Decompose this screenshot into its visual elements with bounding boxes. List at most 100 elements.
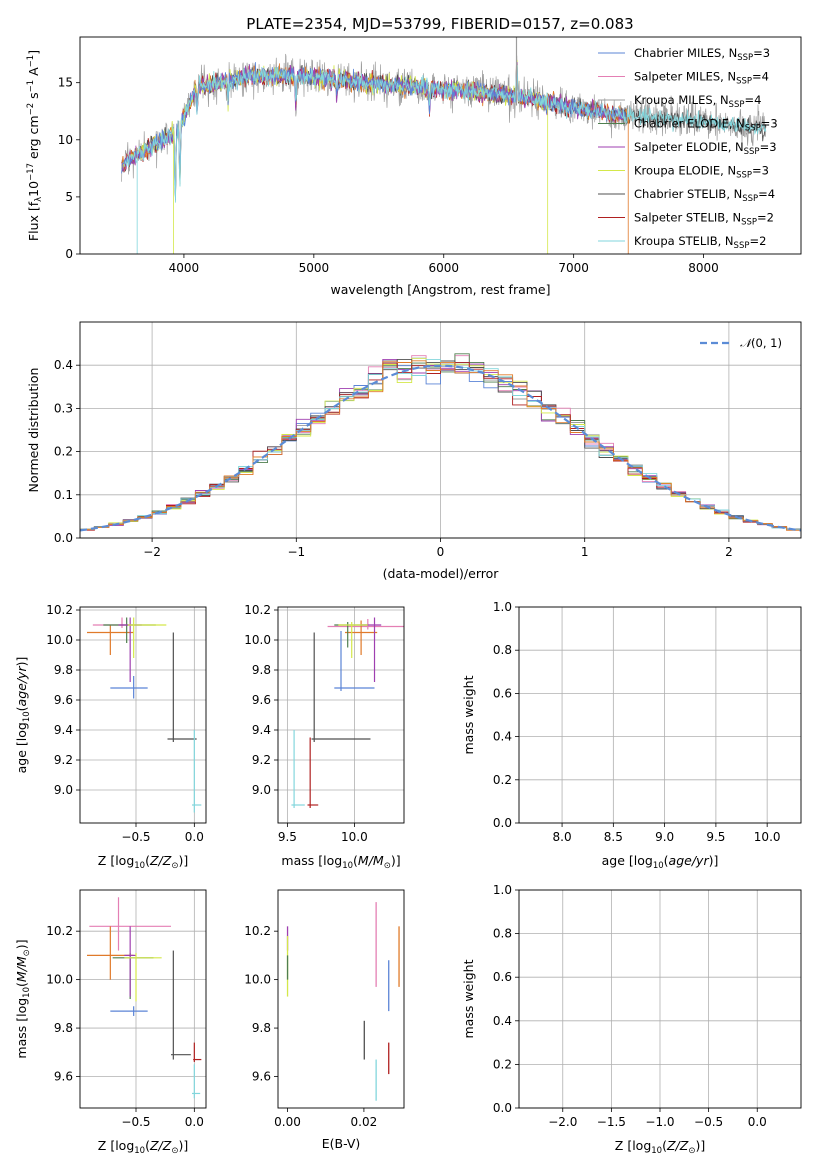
mass-vs-metallicity-panel: −0.5 0.0 9.6 9.8 10.0 10.2 Z [log10(Z/Z⊙)] mass… — [14, 889, 207, 1156]
y-tick-label: 9.0 — [252, 783, 271, 797]
axes-frame — [79, 606, 207, 824]
y-tick-label: 10 — [58, 133, 73, 147]
error-bars — [286, 902, 400, 1101]
y-tick-label: 15 — [58, 76, 73, 90]
y-tick-label: 0.0 — [493, 1101, 512, 1115]
series-line — [646, 657, 744, 780]
x-tick-label: 4000 — [169, 261, 200, 275]
x-tick-label: 1 — [581, 545, 589, 559]
normal-curve — [80, 364, 801, 532]
y-tick-label: 9.4 — [252, 723, 271, 737]
axes-frame — [518, 606, 802, 824]
x-axis-label: wavelength [Angstrom, rest frame] — [330, 282, 550, 297]
histograms — [80, 353, 801, 533]
y-tick-label: 0.2 — [493, 1057, 512, 1071]
y-tick-label: 0.0 — [54, 531, 73, 545]
axes-frame — [518, 889, 802, 1109]
x-axis-label: mass [log10(M/M⊙)] — [281, 853, 400, 871]
x-tick-label: 9.5 — [278, 830, 297, 844]
model-spectrum — [123, 63, 767, 203]
age-vs-mass-panel: 9.5 10.0 9.0 9.2 9.4 9.6 9.8 10.0 10.2 mass [log1… — [244, 603, 405, 871]
error-bars — [291, 617, 404, 808]
y-tick-label: 0.8 — [493, 927, 512, 941]
legend-entry: Kroupa ELODIE, NSSP=3 — [634, 164, 769, 181]
y-tick-label: 9.6 — [252, 1070, 271, 1084]
mass-weight-vs-metallicity-panel: −2.0 −1.5 −1.0 −0.5 0.0 0.0 0.2 0.4 0.6 0.8 1.0 Z [… — [461, 883, 802, 1156]
legend-entry: Salpeter STELIB, NSSP=2 — [634, 211, 774, 228]
legend-entry: 𝒩(0, 1) — [740, 336, 782, 350]
y-tick-label: 10.2 — [46, 603, 73, 617]
legend-entry: Salpeter ELODIE, NSSP=3 — [634, 140, 777, 157]
x-tick-label: 0 — [437, 545, 445, 559]
y-tick-label: 0.0 — [493, 816, 512, 830]
y-tick-label: 1.0 — [493, 883, 512, 897]
mass-weight-vs-age-panel: 8.0 8.5 9.0 9.5 10.0 0.0 0.2 0.4 0.6 0.8 1.0 age [l… — [461, 600, 802, 871]
spectrum-lines — [121, 37, 767, 254]
error-bars — [87, 897, 202, 1099]
y-tick-label: 0.2 — [54, 445, 73, 459]
y-axis-label: age [log10(age/yr)] — [14, 657, 32, 774]
x-tick-label: −1 — [287, 545, 305, 559]
y-tick-label: 9.8 — [252, 1021, 271, 1035]
x-tick-label: 9.5 — [706, 830, 725, 844]
axes-frame — [79, 36, 802, 255]
x-tick-label: 2 — [725, 545, 733, 559]
y-tick-label: 0.3 — [54, 401, 73, 415]
model-spectrum — [121, 62, 626, 201]
x-tick-label: 8000 — [688, 261, 719, 275]
y-tick-label: 10.2 — [244, 603, 271, 617]
spectrum-panel: 4000 5000 6000 7000 8000 0 5 10 15 Chabrier MILES… — [26, 36, 802, 297]
legend-entry: Chabrier STELIB, NSSP=4 — [634, 187, 775, 204]
series-line — [626, 702, 786, 810]
x-tick-label: 10.0 — [341, 830, 368, 844]
legend-entry: Kroupa STELIB, NSSP=2 — [634, 234, 766, 251]
residual-histogram-panel: −2 −1 0 1 2 0.0 0.1 0.2 0.3 0.4 𝒩(0, 1) (data-model… — [26, 321, 802, 581]
x-tick-label: 8.0 — [553, 830, 572, 844]
y-tick-label: 1.0 — [493, 600, 512, 614]
x-tick-label: 0.0 — [748, 1115, 767, 1129]
legend-entry: Kroupa MILES, NSSP=4 — [634, 93, 761, 110]
series-line — [642, 639, 786, 784]
x-axis-label: (data-model)/error — [383, 566, 500, 581]
x-tick-label: −2.0 — [548, 1115, 577, 1129]
y-tick-label: 0.6 — [493, 686, 512, 700]
y-tick-label: 10.2 — [46, 924, 73, 938]
series-line — [634, 685, 664, 745]
x-tick-label: 0.0 — [185, 1115, 204, 1129]
y-tick-label: 10.0 — [244, 633, 271, 647]
y-axis-label: Normed distribution — [26, 368, 41, 493]
x-tick-label: −0.5 — [121, 1115, 150, 1129]
y-tick-label: 9.6 — [54, 1070, 73, 1084]
y-axis-label: mass weight — [461, 959, 476, 1038]
y-tick-label: 0.4 — [54, 358, 73, 372]
x-tick-label: −0.5 — [694, 1115, 723, 1129]
y-tick-label: 9.2 — [252, 753, 271, 767]
legend-entry: Chabrier MILES, NSSP=3 — [634, 46, 770, 63]
y-tick-label: 10.0 — [46, 633, 73, 647]
x-axis-label: age [log10(age/yr)] — [602, 853, 719, 871]
x-tick-label: 7000 — [558, 261, 589, 275]
y-axis-label: mass weight — [461, 675, 476, 754]
y-tick-label: 0.4 — [493, 730, 512, 744]
x-tick-label: 9.0 — [655, 830, 674, 844]
x-tick-label: 0.02 — [351, 1115, 378, 1129]
y-tick-label: 10.0 — [244, 973, 271, 987]
y-tick-label: 9.0 — [54, 783, 73, 797]
mass-vs-ebv-panel: 0.00 0.02 9.6 9.8 10.0 10.2 E(B-V) — [244, 889, 405, 1151]
y-tick-label: 9.8 — [54, 1021, 73, 1035]
figure-title: PLATE=2354, MJD=53799, FIBERID=0157, z=0… — [246, 15, 633, 33]
x-axis-label: Z [log10(Z/Z⊙)] — [98, 853, 188, 871]
series-line — [642, 642, 786, 817]
y-tick-label: 5 — [65, 190, 73, 204]
x-axis-label: Z [log10(Z/Z⊙)] — [615, 1138, 705, 1156]
series-line — [728, 964, 757, 1071]
x-tick-label: 0.0 — [185, 830, 204, 844]
error-bars — [87, 617, 202, 813]
y-tick-label: 0.2 — [493, 773, 512, 787]
x-axis-label: Z [log10(Z/Z⊙)] — [98, 1138, 188, 1156]
axes-frame — [277, 889, 405, 1109]
y-tick-label: 9.8 — [252, 663, 271, 677]
x-tick-label: 5000 — [299, 261, 330, 275]
y-tick-label: 9.4 — [54, 723, 73, 737]
